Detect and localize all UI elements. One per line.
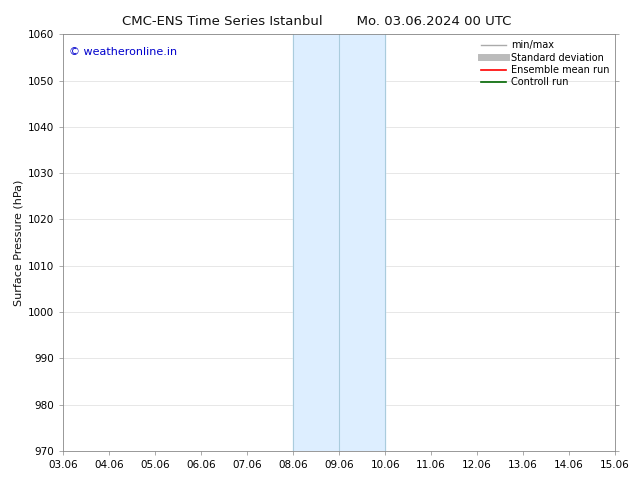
Text: CMC-ENS Time Series Istanbul        Mo. 03.06.2024 00 UTC: CMC-ENS Time Series Istanbul Mo. 03.06.2… xyxy=(122,15,512,28)
Text: © weatheronline.in: © weatheronline.in xyxy=(69,47,177,57)
Legend: min/max, Standard deviation, Ensemble mean run, Controll run: min/max, Standard deviation, Ensemble me… xyxy=(477,36,613,91)
Y-axis label: Surface Pressure (hPa): Surface Pressure (hPa) xyxy=(14,179,24,306)
Bar xyxy=(293,34,385,451)
